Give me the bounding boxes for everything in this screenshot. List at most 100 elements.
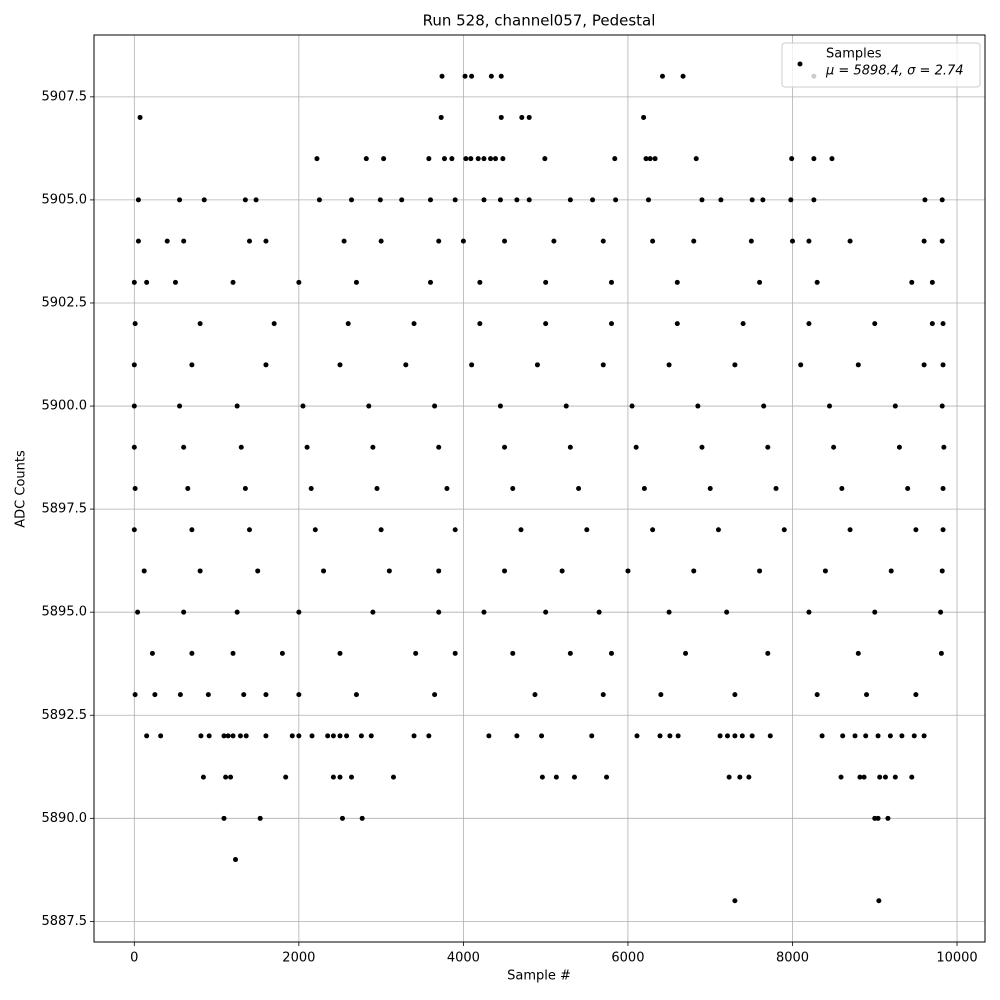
sample-point xyxy=(411,321,417,327)
x-tick-label: 8000 xyxy=(776,951,809,966)
ticks-layer: 0 2000 4000 6000 8000 10000 5887.5 5890.0 5892.5… xyxy=(42,89,978,965)
sample-point xyxy=(135,609,141,615)
sample-point xyxy=(899,733,905,739)
sample-point xyxy=(321,568,327,574)
sample-point xyxy=(468,156,474,162)
sample-point xyxy=(477,279,483,285)
y-tick-label: 5897.5 xyxy=(42,502,88,517)
sample-point xyxy=(477,321,483,327)
sample-point xyxy=(876,898,882,904)
sample-point xyxy=(131,403,137,409)
sample-point xyxy=(221,733,227,739)
sample-point xyxy=(732,692,738,698)
sample-point xyxy=(757,568,763,574)
sample-point xyxy=(939,403,945,409)
sample-point xyxy=(144,279,150,285)
sample-point xyxy=(221,815,227,821)
sample-point xyxy=(225,733,231,739)
sample-point xyxy=(271,321,277,327)
sample-point xyxy=(289,733,295,739)
sample-point xyxy=(386,568,392,574)
sample-point xyxy=(502,238,508,244)
sample-point xyxy=(337,733,343,739)
sample-point xyxy=(449,156,455,162)
sample-point xyxy=(534,362,540,368)
sample-point xyxy=(939,238,945,244)
sample-point xyxy=(432,692,438,698)
sample-point xyxy=(399,197,405,203)
sample-point xyxy=(757,279,763,285)
sample-point xyxy=(892,774,898,780)
sample-point xyxy=(625,568,631,574)
sample-point xyxy=(164,238,170,244)
sample-point xyxy=(666,609,672,615)
sample-point xyxy=(781,527,787,533)
sample-point xyxy=(641,114,647,120)
sample-point xyxy=(658,692,664,698)
sample-point xyxy=(608,650,614,656)
sample-point xyxy=(806,321,812,327)
sample-point xyxy=(647,156,653,162)
sample-point xyxy=(909,774,915,780)
sample-point xyxy=(452,650,458,656)
sample-point xyxy=(674,279,680,285)
sample-point xyxy=(243,733,249,739)
sample-point xyxy=(253,197,259,203)
sample-point xyxy=(296,692,302,698)
sample-point xyxy=(255,568,261,574)
sample-point xyxy=(463,156,469,162)
legend-box xyxy=(781,42,981,88)
sample-point xyxy=(337,362,343,368)
sample-point xyxy=(436,609,442,615)
sample-point xyxy=(885,815,891,821)
sample-point xyxy=(543,609,549,615)
sample-point xyxy=(938,650,944,656)
sample-point xyxy=(847,527,853,533)
sample-point xyxy=(629,403,635,409)
sample-point xyxy=(567,197,573,203)
sample-point xyxy=(847,238,853,244)
sample-point xyxy=(767,733,773,739)
legend-note: μ = 5898.4, σ = 2.74 xyxy=(825,64,964,79)
sample-point xyxy=(788,197,794,203)
sample-point xyxy=(246,527,252,533)
sample-point xyxy=(559,568,565,574)
sample-point xyxy=(452,527,458,533)
sample-point xyxy=(814,692,820,698)
sample-point xyxy=(438,114,444,120)
sample-point xyxy=(358,733,364,739)
sample-point xyxy=(940,362,946,368)
x-axis-label: Sample # xyxy=(507,969,571,984)
sample-point xyxy=(337,774,343,780)
sample-point xyxy=(539,774,545,780)
sample-point xyxy=(135,238,141,244)
sample-point xyxy=(872,609,878,615)
sample-point xyxy=(699,444,705,450)
sample-point xyxy=(263,692,269,698)
sample-point xyxy=(237,733,243,739)
sample-point xyxy=(181,238,187,244)
sample-point xyxy=(510,650,516,656)
sample-point xyxy=(349,774,355,780)
x-tick-label: 2000 xyxy=(282,951,315,966)
sample-point xyxy=(514,733,520,739)
sample-point xyxy=(452,197,458,203)
sample-point xyxy=(806,238,812,244)
sample-point xyxy=(600,692,606,698)
sample-point xyxy=(715,527,721,533)
sample-point xyxy=(426,733,432,739)
sample-point xyxy=(304,444,310,450)
sample-point xyxy=(498,73,504,79)
sample-point xyxy=(746,774,752,780)
sample-point xyxy=(911,733,917,739)
sample-point xyxy=(314,156,320,162)
sample-point xyxy=(852,733,858,739)
sample-point xyxy=(349,197,355,203)
plot-frame xyxy=(93,34,986,943)
sample-point xyxy=(724,609,730,615)
sample-point xyxy=(718,197,724,203)
sample-point xyxy=(436,568,442,574)
